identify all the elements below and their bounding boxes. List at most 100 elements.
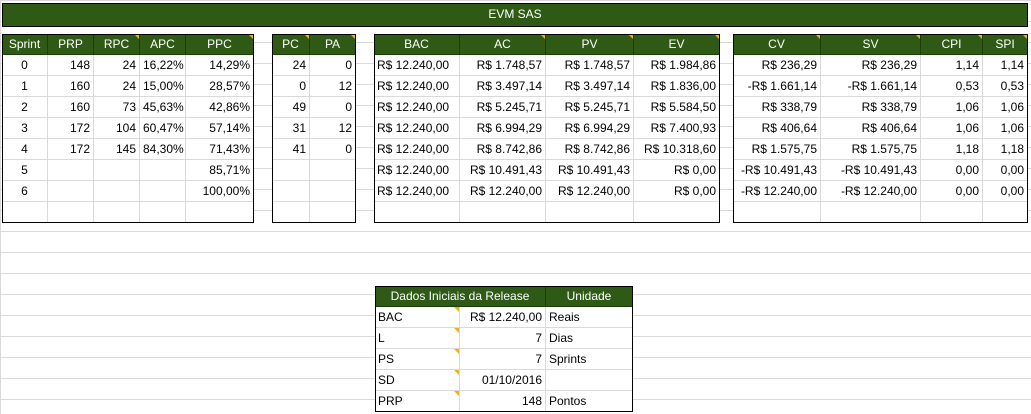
cell-apc[interactable]: 84,30%	[140, 139, 186, 160]
cell-sprint[interactable]: 4	[2, 139, 48, 160]
cell-ev[interactable]: R$ 1.836,00	[634, 76, 720, 97]
cell-apc[interactable]: 45,63%	[140, 97, 186, 118]
cell-bac[interactable]: R$ 12.240,00	[374, 76, 460, 97]
cell-bac[interactable]: R$ 12.240,00	[374, 160, 460, 181]
cell-cv[interactable]: R$ 406,64	[733, 118, 821, 139]
cell-sprint[interactable]: 2	[2, 97, 48, 118]
release-label-prp[interactable]: PRP	[375, 391, 460, 412]
cell-pv[interactable]: R$ 8.742,86	[546, 139, 634, 160]
release-value[interactable]: 7	[460, 328, 546, 349]
cell-empty[interactable]	[374, 202, 460, 223]
cell-rpc[interactable]	[94, 160, 140, 181]
cell-sprint[interactable]: 5	[2, 160, 48, 181]
cell-rpc[interactable]: 145	[94, 139, 140, 160]
cell-empty[interactable]	[48, 202, 94, 223]
cell-spi[interactable]: 1,06	[983, 97, 1028, 118]
cell-empty[interactable]	[634, 202, 720, 223]
cell-ppc[interactable]: 100,00%	[186, 181, 254, 202]
cell-bac[interactable]: R$ 12.240,00	[374, 55, 460, 76]
cell-sv[interactable]: -R$ 12.240,00	[821, 181, 921, 202]
cell-spi[interactable]: 0,00	[983, 160, 1028, 181]
cell-apc[interactable]	[140, 160, 186, 181]
cell-cv[interactable]: -R$ 10.491,43	[733, 160, 821, 181]
column-header-pa[interactable]: PA	[310, 34, 356, 55]
column-header-spi[interactable]: SPI	[983, 34, 1028, 55]
cell-ac[interactable]: R$ 12.240,00	[460, 181, 546, 202]
cell-spi[interactable]: 0,53	[983, 76, 1028, 97]
cell-pc[interactable]: 24	[272, 55, 310, 76]
cell-cv[interactable]: -R$ 1.661,14	[733, 76, 821, 97]
column-header-sv[interactable]: SV	[821, 34, 921, 55]
cell-ppc[interactable]: 14,29%	[186, 55, 254, 76]
cell-empty[interactable]	[460, 202, 546, 223]
cell-pv[interactable]: R$ 5.245,71	[546, 97, 634, 118]
cell-prp[interactable]: 172	[48, 139, 94, 160]
column-header-rpc[interactable]: RPC	[94, 34, 140, 55]
release-label-l[interactable]: L	[375, 328, 460, 349]
cell-sv[interactable]: R$ 406,64	[821, 118, 921, 139]
cell-rpc[interactable]: 73	[94, 97, 140, 118]
cell-empty[interactable]	[821, 202, 921, 223]
cell-empty[interactable]	[983, 202, 1028, 223]
column-header-prp[interactable]: PRP	[48, 34, 94, 55]
cell-ev[interactable]: R$ 0,00	[634, 181, 720, 202]
cell-rpc[interactable]: 24	[94, 55, 140, 76]
cell-sprint[interactable]: 3	[2, 118, 48, 139]
release-unit[interactable]: Dias	[546, 328, 633, 349]
cell-cpi[interactable]: 0,00	[921, 160, 983, 181]
cell-pa[interactable]: 0	[310, 139, 356, 160]
column-header-apc[interactable]: APC	[140, 34, 186, 55]
cell-pa[interactable]: 0	[310, 55, 356, 76]
column-header-sprint[interactable]: Sprint	[2, 34, 48, 55]
cell-cv[interactable]: R$ 1.575,75	[733, 139, 821, 160]
cell-pc[interactable]	[272, 181, 310, 202]
cell-ev[interactable]: R$ 10.318,60	[634, 139, 720, 160]
cell-pc[interactable]: 31	[272, 118, 310, 139]
cell-empty[interactable]	[733, 202, 821, 223]
cell-pa[interactable]	[310, 181, 356, 202]
column-header-cpi[interactable]: CPI	[921, 34, 983, 55]
release-unit[interactable]: Pontos	[546, 391, 633, 412]
cell-spi[interactable]: 1,06	[983, 118, 1028, 139]
cell-cpi[interactable]: 1,06	[921, 97, 983, 118]
column-header-cv[interactable]: CV	[733, 34, 821, 55]
column-header-ev[interactable]: EV	[634, 34, 720, 55]
cell-cpi[interactable]: 0,00	[921, 181, 983, 202]
cell-sprint[interactable]: 1	[2, 76, 48, 97]
cell-cpi[interactable]: 1,18	[921, 139, 983, 160]
cell-pv[interactable]: R$ 6.994,29	[546, 118, 634, 139]
cell-ppc[interactable]: 85,71%	[186, 160, 254, 181]
cell-pv[interactable]: R$ 1.748,57	[546, 55, 634, 76]
cell-pc[interactable]: 41	[272, 139, 310, 160]
cell-ppc[interactable]: 57,14%	[186, 118, 254, 139]
cell-pa[interactable]: 12	[310, 118, 356, 139]
cell-spi[interactable]: 0,00	[983, 181, 1028, 202]
cell-pc[interactable]	[272, 160, 310, 181]
cell-sv[interactable]: R$ 1.575,75	[821, 139, 921, 160]
cell-apc[interactable]: 60,47%	[140, 118, 186, 139]
cell-cpi[interactable]: 0,53	[921, 76, 983, 97]
cell-sv[interactable]: R$ 236,29	[821, 55, 921, 76]
cell-ppc[interactable]: 42,86%	[186, 97, 254, 118]
cell-prp[interactable]: 160	[48, 97, 94, 118]
cell-bac[interactable]: R$ 12.240,00	[374, 97, 460, 118]
cell-bac[interactable]: R$ 12.240,00	[374, 118, 460, 139]
cell-cv[interactable]: R$ 236,29	[733, 55, 821, 76]
cell-apc[interactable]: 15,00%	[140, 76, 186, 97]
cell-cpi[interactable]: 1,06	[921, 118, 983, 139]
cell-pa[interactable]: 12	[310, 76, 356, 97]
cell-rpc[interactable]: 104	[94, 118, 140, 139]
cell-cv[interactable]: R$ 338,79	[733, 97, 821, 118]
cell-pa[interactable]: 0	[310, 97, 356, 118]
cell-apc[interactable]: 16,22%	[140, 55, 186, 76]
cell-empty[interactable]	[546, 202, 634, 223]
cell-empty[interactable]	[921, 202, 983, 223]
cell-rpc[interactable]: 24	[94, 76, 140, 97]
cell-sprint[interactable]: 0	[2, 55, 48, 76]
cell-prp[interactable]: 160	[48, 76, 94, 97]
cell-empty[interactable]	[94, 202, 140, 223]
cell-ac[interactable]: R$ 3.497,14	[460, 76, 546, 97]
cell-sv[interactable]: R$ 338,79	[821, 97, 921, 118]
column-header-pv[interactable]: PV	[546, 34, 634, 55]
cell-ppc[interactable]: 71,43%	[186, 139, 254, 160]
